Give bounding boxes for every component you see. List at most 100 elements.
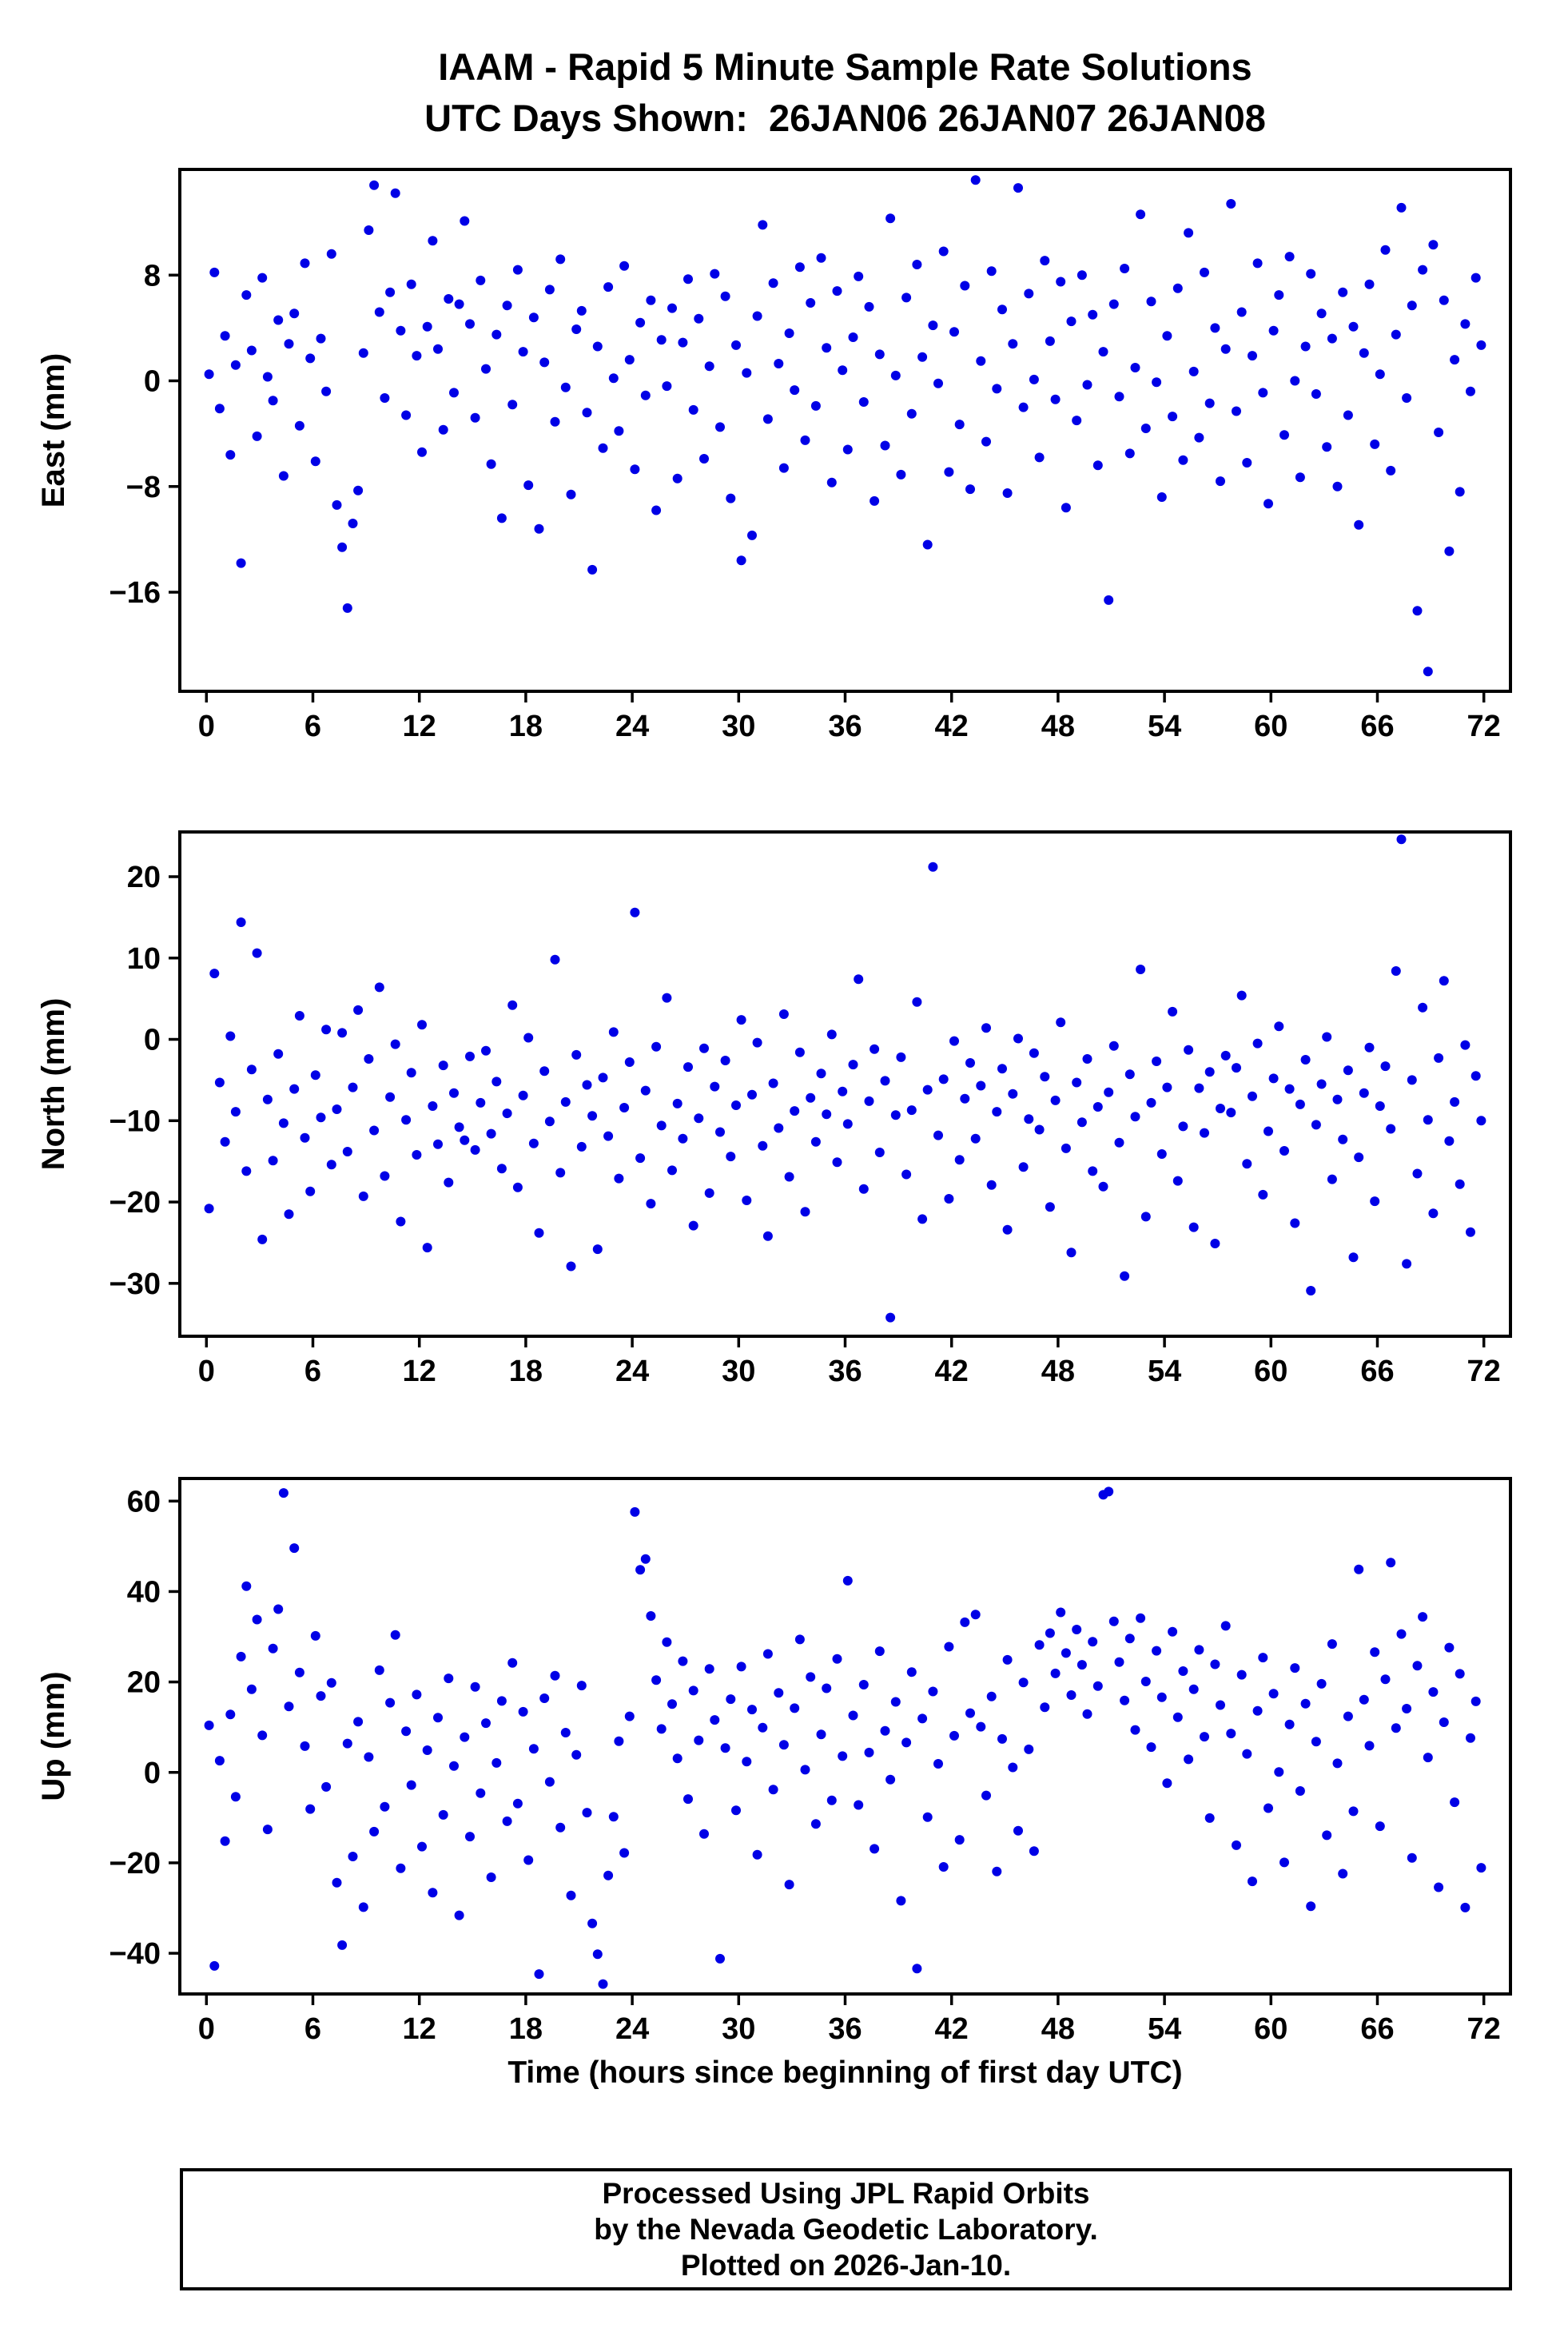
data-point	[603, 1870, 614, 1880]
data-point	[321, 1781, 332, 1792]
data-point	[544, 1777, 555, 1787]
data-point	[699, 1043, 709, 1053]
data-point	[1264, 1803, 1273, 1813]
data-point	[784, 1172, 794, 1182]
data-point	[454, 299, 464, 309]
data-point	[678, 1133, 688, 1144]
plot-subtitle: UTC Days Shown: 26JAN06 26JAN07 26JAN08	[424, 97, 1266, 139]
data-point	[683, 274, 693, 285]
data-point	[800, 1207, 810, 1217]
data-point	[417, 447, 427, 457]
data-point	[635, 1153, 646, 1164]
data-point	[870, 1844, 880, 1854]
data-point	[944, 467, 954, 477]
data-point	[688, 404, 698, 415]
data-point	[912, 1964, 922, 1974]
data-point	[965, 1058, 975, 1068]
data-point	[385, 287, 396, 297]
data-point	[470, 1144, 480, 1155]
panel-frame	[178, 168, 1512, 693]
data-point	[1024, 289, 1034, 299]
data-point	[1156, 1149, 1167, 1159]
data-point	[300, 258, 310, 269]
data-point	[337, 1940, 348, 1950]
data-point	[523, 1855, 534, 1865]
data-point	[1295, 1786, 1305, 1796]
data-point	[1178, 1121, 1188, 1132]
data-point	[1476, 340, 1486, 350]
data-point	[460, 1135, 470, 1145]
data-point	[1220, 1621, 1231, 1631]
data-point	[874, 1646, 885, 1657]
data-point	[901, 1169, 912, 1180]
data-point	[1348, 1252, 1359, 1263]
data-point	[587, 1111, 598, 1121]
data-point	[1061, 1143, 1071, 1153]
data-point	[992, 384, 1002, 394]
data-point	[502, 300, 512, 311]
data-point	[608, 1812, 619, 1822]
x-tick-label: 72	[1467, 1355, 1501, 1388]
data-point	[1258, 1653, 1268, 1663]
data-point	[906, 408, 917, 419]
x-tick-label: 72	[1467, 2012, 1501, 2046]
data-point	[858, 397, 869, 407]
data-point	[1008, 1088, 1018, 1099]
data-point	[928, 320, 938, 331]
data-point	[1407, 1853, 1417, 1863]
data-point	[870, 495, 880, 506]
data-point	[1156, 1692, 1167, 1702]
data-point	[449, 1761, 459, 1771]
data-point	[465, 1832, 475, 1842]
data-point	[794, 1634, 805, 1645]
data-point	[1098, 347, 1108, 357]
data-point	[1258, 1189, 1268, 1200]
data-point	[906, 1667, 917, 1677]
data-point	[816, 1069, 826, 1079]
data-point	[1162, 1082, 1172, 1092]
data-point	[933, 1130, 943, 1140]
data-point	[582, 1808, 592, 1818]
data-point	[992, 1866, 1002, 1876]
data-point	[1242, 1749, 1252, 1759]
data-point	[1204, 1813, 1215, 1823]
x-tick-label: 42	[935, 1355, 969, 1388]
data-point	[694, 313, 704, 324]
data-point	[1156, 492, 1167, 502]
data-point	[938, 1074, 949, 1084]
y-tick-label: −30	[109, 1268, 161, 1301]
data-point	[1332, 1758, 1343, 1769]
data-point	[273, 315, 284, 325]
data-point	[337, 542, 348, 552]
data-point	[401, 1115, 412, 1125]
data-point	[433, 1713, 443, 1723]
x-tick-label: 0	[198, 2012, 215, 2046]
x-tick-label: 36	[828, 2012, 862, 2046]
data-point	[1290, 1218, 1300, 1228]
data-point	[1359, 1088, 1369, 1098]
data-point	[1188, 1684, 1199, 1694]
data-point	[640, 1085, 651, 1096]
data-point	[305, 1186, 316, 1196]
data-point	[1279, 430, 1289, 440]
data-point	[438, 1809, 448, 1820]
data-point	[965, 1708, 975, 1718]
data-point	[1194, 432, 1204, 443]
data-point	[1088, 309, 1098, 320]
data-point	[289, 308, 300, 319]
data-point	[614, 1173, 624, 1184]
data-point	[246, 1065, 257, 1075]
data-point	[1130, 1112, 1140, 1122]
data-point	[252, 431, 262, 441]
data-point	[230, 1792, 241, 1802]
data-point	[762, 414, 773, 424]
data-point	[1120, 1695, 1130, 1705]
data-point	[486, 1128, 496, 1139]
data-point	[491, 329, 502, 340]
data-point	[449, 388, 459, 398]
data-point	[236, 1651, 246, 1662]
data-point	[912, 997, 922, 1007]
data-point	[747, 1705, 757, 1715]
data-point	[528, 1744, 539, 1754]
data-point	[954, 420, 965, 430]
